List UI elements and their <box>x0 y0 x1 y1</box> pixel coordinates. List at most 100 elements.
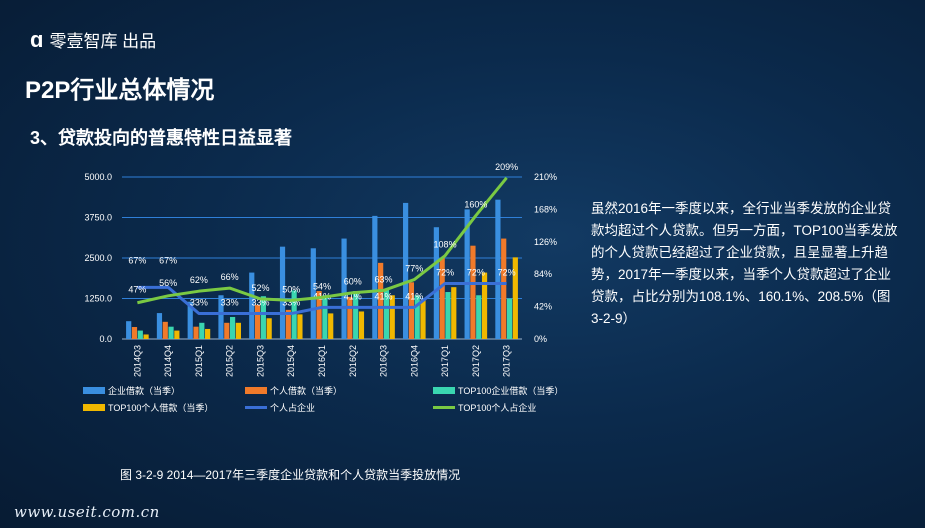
chart-bar <box>353 291 359 339</box>
chart-bar <box>512 257 518 339</box>
chart-bar <box>470 245 476 339</box>
chart-bar <box>495 199 501 339</box>
legend-label: TOP100个人占企业 <box>458 403 537 413</box>
brand-name: 零壹智库 出品 <box>49 32 157 51</box>
x-tick-label: 2014Q4 <box>163 345 173 377</box>
chart-bar <box>476 295 482 339</box>
chart-bar <box>389 295 395 339</box>
chart-bar <box>481 272 488 339</box>
chart-bar <box>156 313 163 339</box>
x-tick-label: 2017Q1 <box>440 345 450 377</box>
chart-bar <box>316 291 322 339</box>
chart-bar <box>372 215 378 339</box>
legend-label: TOP100个人借款（当季） <box>108 403 214 413</box>
chart-bar <box>218 295 224 339</box>
data-label: 72% <box>467 267 485 277</box>
legend-item: 个人占企业 <box>245 401 315 414</box>
y-right-tick-label: 42% <box>534 302 552 312</box>
x-tick-label: 2015Q4 <box>286 345 296 377</box>
chart-bar <box>358 311 365 339</box>
legend-item: 个人借款（当季） <box>245 384 342 397</box>
chart-line <box>137 176 508 305</box>
x-tick-label: 2015Q3 <box>255 345 265 377</box>
chart-bar <box>506 298 513 339</box>
chart-bar <box>328 313 334 339</box>
y-left-tick-label: 0.0 <box>99 334 112 344</box>
chart-bar <box>297 314 303 339</box>
chart-bar <box>347 296 353 339</box>
chart-bar <box>378 262 384 339</box>
chart-bar <box>451 287 457 339</box>
chart-bar <box>291 290 297 339</box>
chart-bar <box>322 295 328 339</box>
data-label: 41% <box>405 291 423 301</box>
chart-bar <box>285 309 291 339</box>
chart-bar <box>126 321 132 339</box>
data-label: 56% <box>159 278 177 288</box>
x-tick-label: 2016Q1 <box>317 345 327 377</box>
data-label: 62% <box>190 275 208 285</box>
data-label: 33% <box>190 298 208 308</box>
page-title: P2P行业总体情况 <box>25 77 215 104</box>
y-left-tick-label: 1250.0 <box>84 294 112 304</box>
legend-item: TOP100个人借款（当季） <box>83 401 213 414</box>
x-tick-label: 2014Q3 <box>132 345 142 377</box>
chart-bar <box>260 296 266 339</box>
chart-bar <box>187 301 193 339</box>
data-label: 67% <box>128 255 146 265</box>
data-label: 60% <box>344 277 362 287</box>
chart-bar <box>143 334 149 339</box>
chart-bar <box>174 330 180 339</box>
legend-label: 个人借款（当季） <box>270 386 343 396</box>
chart-bar <box>310 248 316 339</box>
y-right-tick-label: 84% <box>534 269 552 279</box>
chart-bar <box>162 321 168 339</box>
x-tick-label: 2017Q2 <box>471 345 481 377</box>
chart-bar <box>279 246 286 339</box>
data-label: 33% <box>251 298 269 308</box>
data-label: 72% <box>498 267 516 277</box>
legend-swatch <box>245 387 267 394</box>
chart-bar <box>131 327 138 339</box>
y-left-tick-label: 3750.0 <box>84 213 112 223</box>
legend-item: 企业借款（当季） <box>83 384 180 397</box>
legend-swatch <box>433 387 455 394</box>
chart-bar <box>235 322 241 339</box>
chart-bar <box>137 330 143 339</box>
data-label: 63% <box>375 274 393 284</box>
data-label: 160% <box>464 200 487 210</box>
chart-bar <box>199 322 205 339</box>
legend-label: TOP100企业借款（当季） <box>458 386 564 396</box>
chart-bar <box>501 238 507 339</box>
data-label: 77% <box>405 264 423 274</box>
data-label: 54% <box>313 281 331 291</box>
x-tick-label: 2016Q4 <box>409 345 419 377</box>
legend-label: 个人占企业 <box>270 403 316 413</box>
chart-bar <box>205 328 211 339</box>
legend-swatch <box>83 404 105 411</box>
chart-line <box>137 281 507 316</box>
chart-bar <box>168 326 174 339</box>
y-right-tick-label: 168% <box>534 204 557 214</box>
data-label: 41% <box>375 291 393 301</box>
legend-label: 企业借款（当季） <box>108 386 181 396</box>
brand: ɑ 零壹智库 出品 <box>30 27 156 52</box>
chart-bar <box>341 238 347 339</box>
chart-bar <box>193 326 199 339</box>
x-tick-label: 2016Q2 <box>348 345 358 377</box>
data-label: 66% <box>221 272 239 282</box>
chart-bar <box>266 318 272 339</box>
legend-swatch <box>433 406 455 409</box>
chart-bar <box>445 292 451 339</box>
chart-bar <box>439 258 445 339</box>
x-tick-label: 2016Q3 <box>379 345 389 377</box>
x-tick-label: 2015Q2 <box>225 345 235 377</box>
legend-swatch <box>245 406 267 409</box>
y-right-tick-label: 126% <box>534 237 557 247</box>
legend-item: TOP100企业借款（当季） <box>433 384 563 397</box>
chart-bar <box>420 300 426 339</box>
chart-bar <box>433 227 439 339</box>
chart-bar <box>249 272 255 339</box>
data-label: 209% <box>495 162 518 172</box>
